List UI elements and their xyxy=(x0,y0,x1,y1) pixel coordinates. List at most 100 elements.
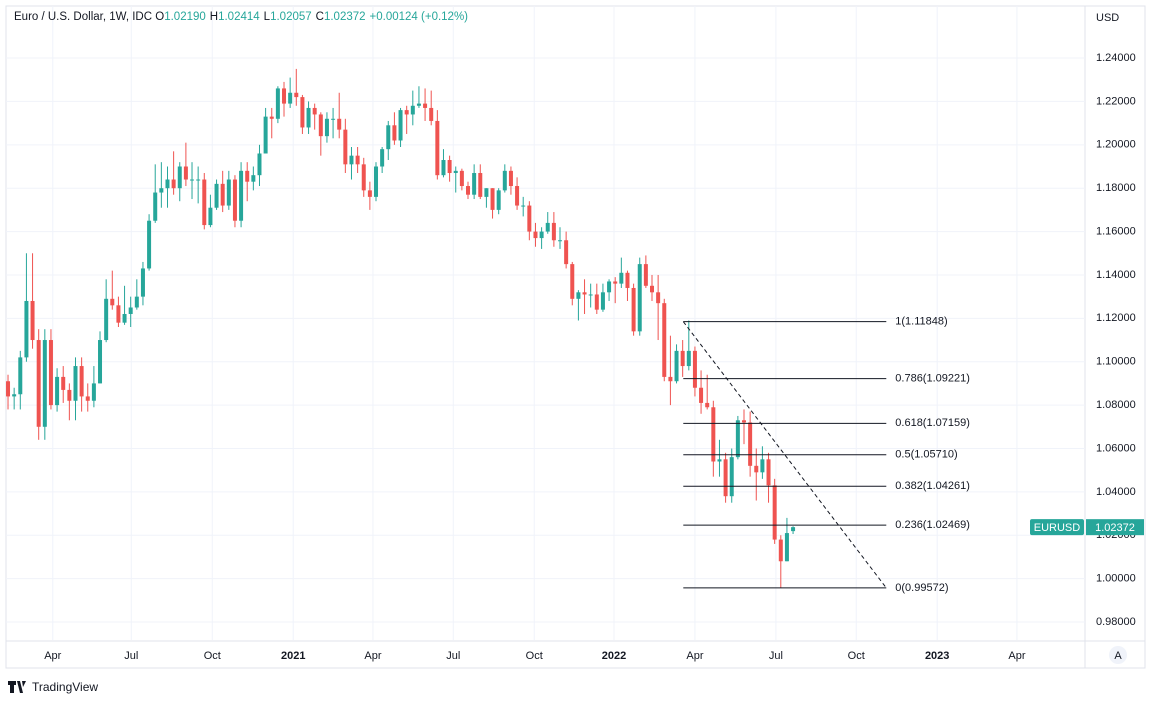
candle-body xyxy=(6,381,11,397)
candle-body xyxy=(294,92,299,98)
y-tick-label: 1.24000 xyxy=(1096,52,1136,64)
candle-body xyxy=(631,287,636,332)
fib-label: 0.382(1.04261) xyxy=(895,480,970,492)
scale-button-label[interactable]: A xyxy=(1114,650,1122,662)
x-tick-label: Oct xyxy=(526,650,543,662)
candle-body xyxy=(576,292,581,299)
candle-body xyxy=(717,459,722,462)
x-tick-label: Apr xyxy=(686,650,703,662)
candle-body xyxy=(570,264,575,299)
legend-key: H xyxy=(209,11,219,23)
price-tag-label: 1.02372 xyxy=(1095,522,1135,534)
candle-body xyxy=(134,296,139,308)
y-tick-label: 1.08000 xyxy=(1096,399,1136,411)
candle-body xyxy=(533,231,538,239)
candle-body xyxy=(177,166,182,189)
candle-body xyxy=(263,116,268,154)
x-tick-label: Jul xyxy=(124,650,138,662)
candle-body xyxy=(459,170,464,187)
candle-body xyxy=(67,389,72,401)
candle-body xyxy=(496,190,501,210)
legend: Euro / U.S. Dollar, 1W, IDC O 1.02190 H 1.… xyxy=(14,11,472,23)
candle-body xyxy=(429,107,434,121)
candle-body xyxy=(607,281,612,293)
candle-body xyxy=(257,153,262,176)
candle-body xyxy=(447,159,452,174)
legend-key: O xyxy=(155,11,165,23)
candle-body xyxy=(508,170,513,187)
candle-body xyxy=(171,179,176,189)
brand: TradingView xyxy=(8,680,98,694)
candle-body xyxy=(619,272,624,284)
x-tick-label: 2023 xyxy=(925,650,949,662)
candle-body xyxy=(300,97,305,128)
candle-body xyxy=(367,190,372,197)
candle-body xyxy=(226,179,231,206)
candle-body xyxy=(680,350,685,367)
symbol-tag-label: EURUSD xyxy=(1034,522,1081,534)
candle-body xyxy=(472,173,477,195)
fib-label: 1(1.11848) xyxy=(895,316,947,328)
candle-body xyxy=(202,179,207,226)
candle-body xyxy=(239,170,244,221)
candle-body xyxy=(251,175,256,182)
legend-key: L xyxy=(263,11,271,23)
candle-body xyxy=(582,292,587,295)
candle-body xyxy=(306,107,311,128)
candle-body xyxy=(183,166,188,180)
candle-body xyxy=(116,305,121,323)
candle-body xyxy=(355,155,360,165)
candle-body xyxy=(478,173,483,197)
x-tick-label: Jul xyxy=(769,650,783,662)
x-tick-label: Apr xyxy=(1008,650,1025,662)
candle-body xyxy=(12,394,17,397)
brand-logo xyxy=(8,681,26,693)
candle-body xyxy=(91,383,96,401)
candle-body xyxy=(104,298,109,341)
candle-body xyxy=(61,376,66,390)
candle-body xyxy=(521,205,526,207)
candle-body xyxy=(545,222,550,232)
candle-body xyxy=(484,188,489,197)
x-tick-label: Apr xyxy=(44,650,61,662)
candle-body xyxy=(686,350,691,367)
y-tick-label: 1.06000 xyxy=(1096,442,1136,454)
legend-value: 1.02190 xyxy=(164,11,206,23)
candle-body xyxy=(214,183,219,208)
candle-body xyxy=(760,459,765,473)
fib-label: 0.786(1.09221) xyxy=(895,373,970,385)
x-tick-label: 2022 xyxy=(602,650,626,662)
candle-body xyxy=(275,88,280,119)
candle-body xyxy=(754,465,759,473)
candle-body xyxy=(551,222,556,241)
candle-body xyxy=(282,88,287,104)
candle-body xyxy=(98,340,103,384)
candle-body xyxy=(656,292,661,304)
candle-body xyxy=(85,396,90,401)
candle-body xyxy=(232,179,237,221)
candle-body xyxy=(668,376,673,382)
symbol-title: Euro / U.S. Dollar, 1W, IDC xyxy=(14,11,153,23)
candle-body xyxy=(662,303,667,377)
candle-body xyxy=(386,125,391,150)
candle-body xyxy=(48,340,53,406)
candle-body xyxy=(128,307,133,314)
brand-name: TradingView xyxy=(32,680,99,694)
candle-body xyxy=(723,459,728,497)
fib-label: 0.5(1.05710) xyxy=(895,449,957,461)
candle-body xyxy=(208,207,213,226)
candle-body xyxy=(502,170,507,191)
candle-body xyxy=(269,116,274,119)
x-tick-label: Oct xyxy=(204,650,221,662)
candle-body xyxy=(594,294,599,310)
candle-body xyxy=(558,240,563,242)
x-tick-label: Apr xyxy=(364,650,381,662)
y-tick-label: 1.20000 xyxy=(1096,139,1136,151)
legend-value: 1.02057 xyxy=(270,11,312,23)
candle-body xyxy=(735,420,740,458)
candle-body xyxy=(699,387,704,403)
candle-body xyxy=(748,422,753,466)
candle-body xyxy=(410,105,415,115)
scale-button[interactable] xyxy=(1109,646,1127,664)
candle-body xyxy=(711,407,716,462)
